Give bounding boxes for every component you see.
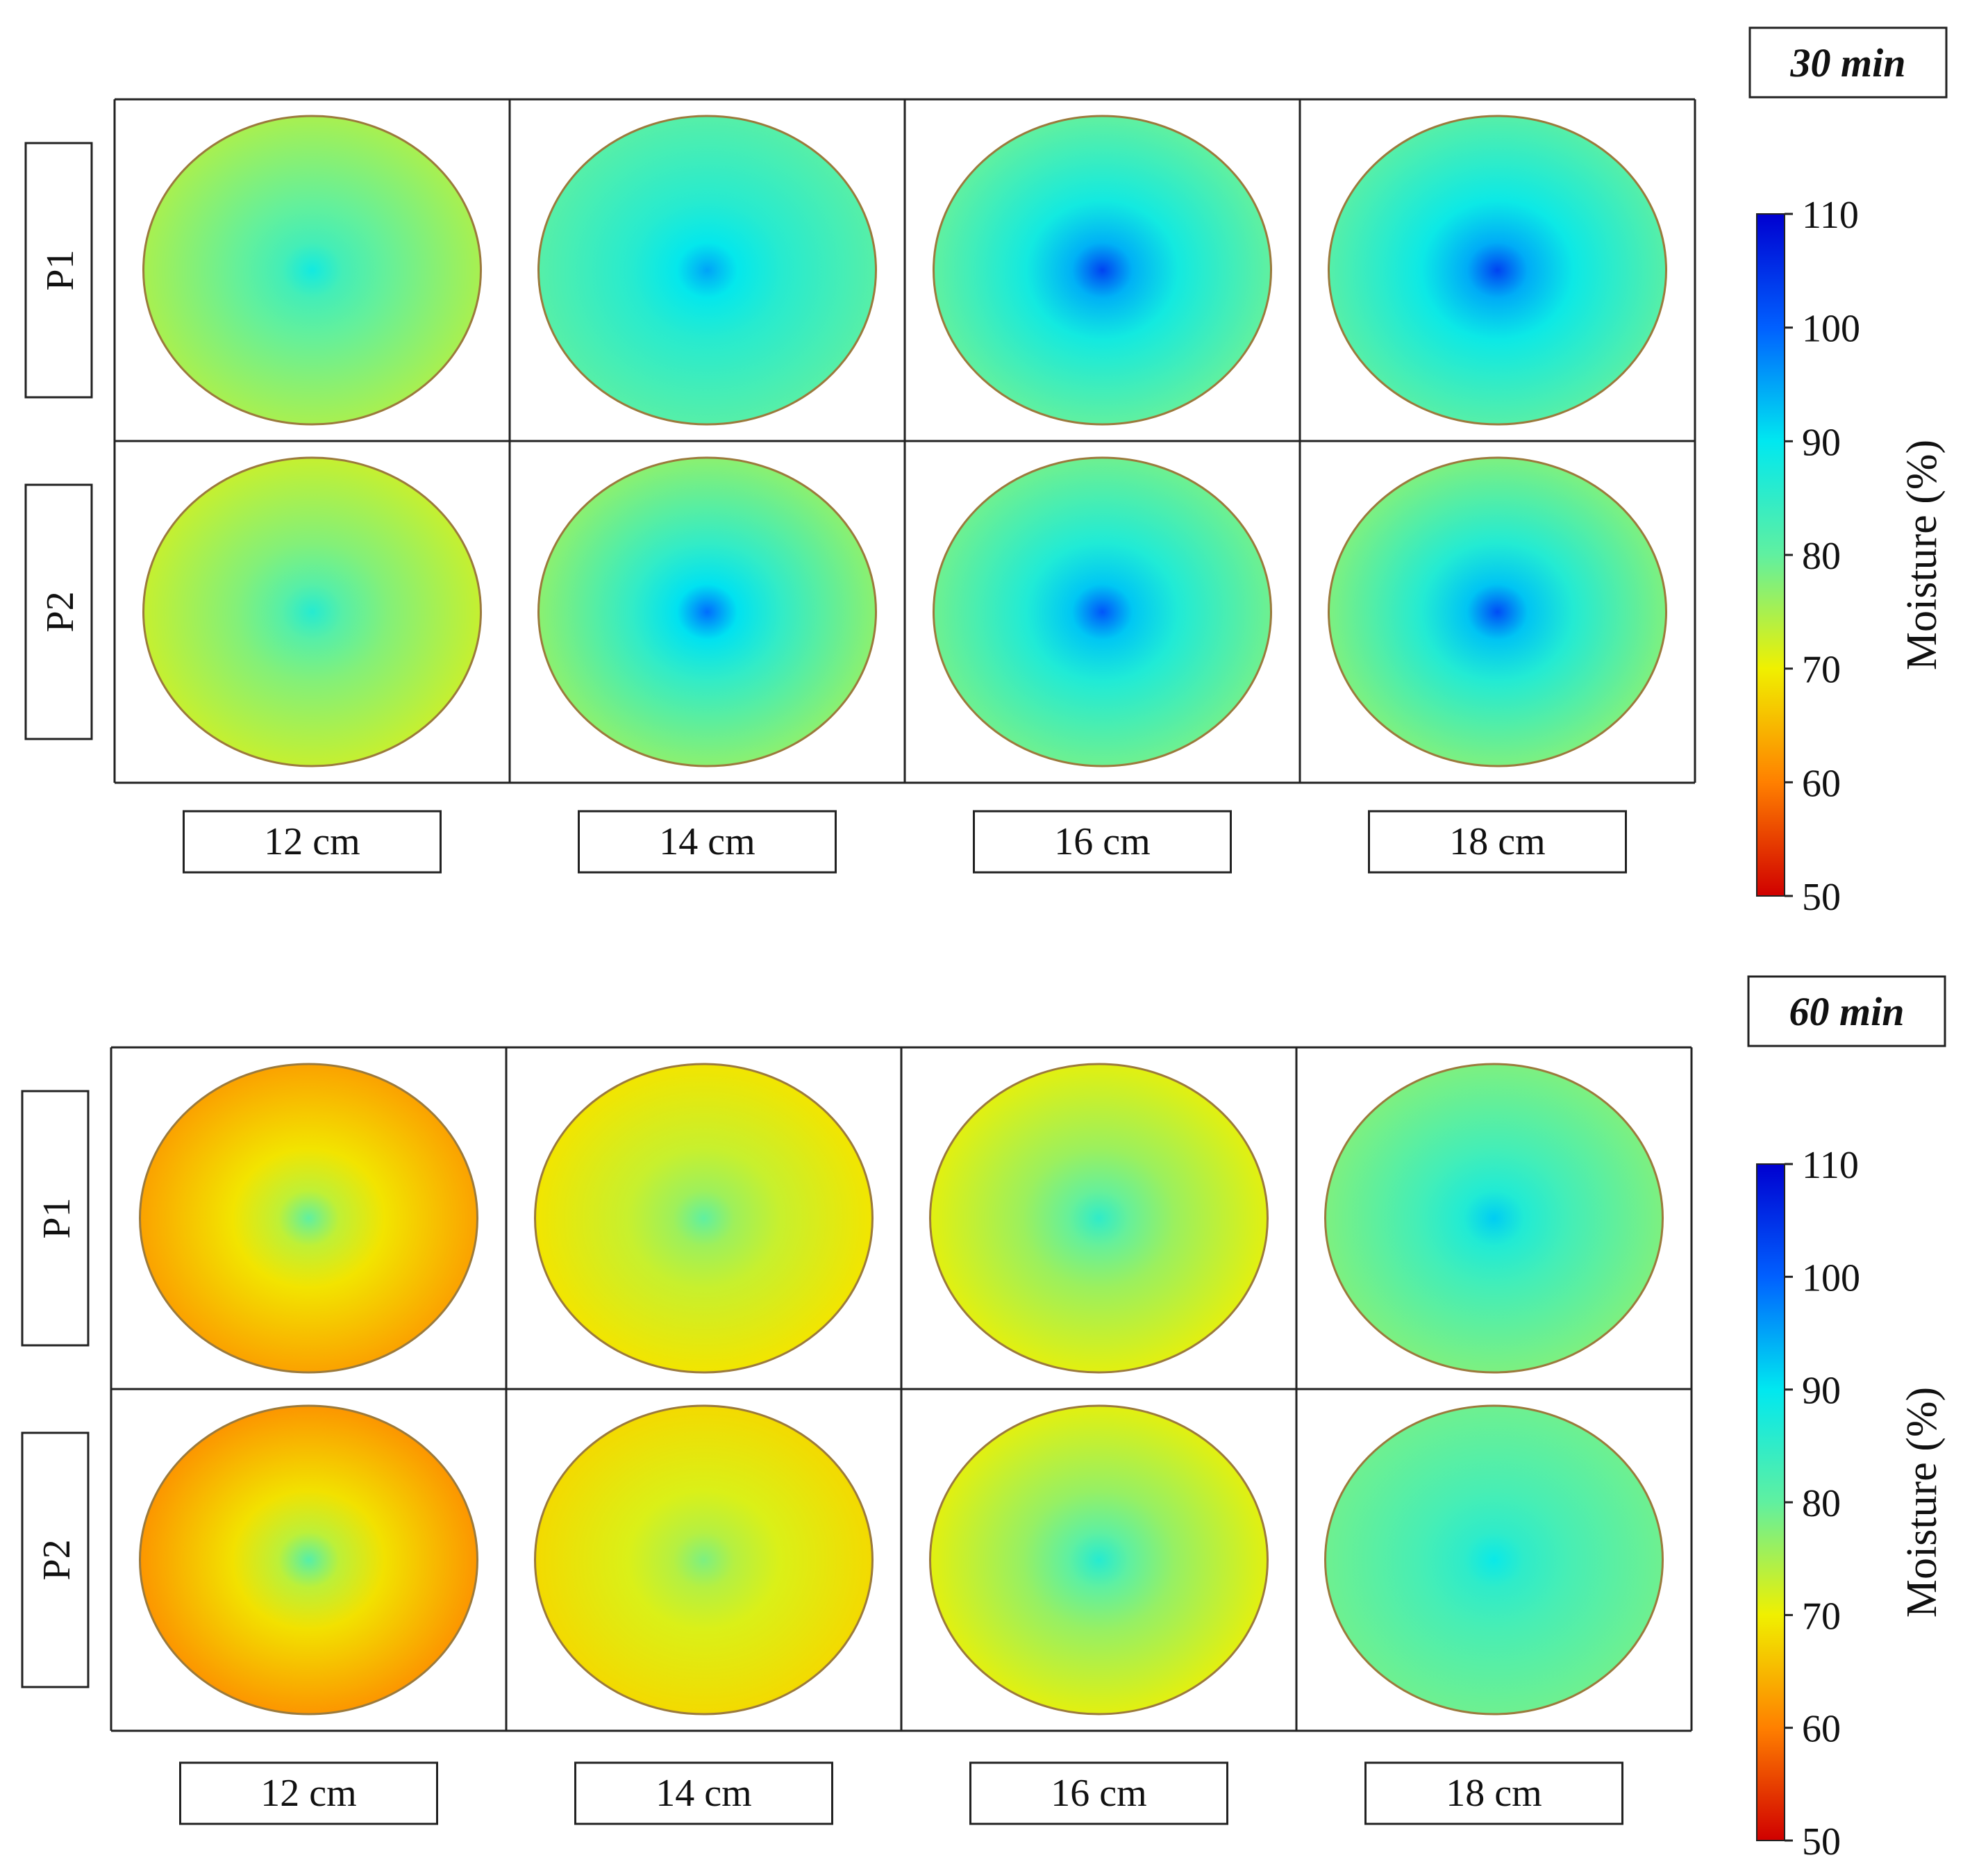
row-label: P1 [35,1197,78,1238]
column-label-box [969,1761,1228,1825]
colorbar-tick-label: 100 [1802,1256,1860,1299]
column-label: 16 cm [1051,1772,1146,1815]
moisture-disc [1325,1064,1663,1372]
moisture-disc [538,458,876,766]
moisture-disc [535,1064,873,1372]
moisture-disc [538,116,876,424]
colorbar-tick-label: 110 [1802,1144,1859,1187]
colorbar-label: Moisture (%) [1898,1387,1946,1618]
disc-outline [139,1063,478,1374]
colorbar-tick-label: 60 [1802,762,1841,805]
moisture-disc [535,1406,873,1714]
row-label: P2 [39,591,82,632]
column-label-box [1364,1761,1623,1825]
colorbar-tick-label: 110 [1802,194,1859,237]
disc-outline [929,1404,1269,1716]
column-label-box [179,1761,438,1825]
colorbar-tick-label: 100 [1802,308,1860,351]
disc-outline [1328,115,1667,426]
column-label-box [973,810,1232,874]
disc-outline [1328,456,1667,767]
time-label-box [1748,26,1948,99]
colorbar: 110 100 90 80 70 60 50 Moisture (%) [1756,194,1946,919]
disc-outline [139,1404,478,1716]
column-label: 12 cm [264,820,360,863]
moisture-disc [933,116,1271,424]
disc-outline [929,1063,1269,1374]
column-label: 14 cm [655,1772,751,1815]
moisture-disc [933,458,1271,766]
column-label: 16 cm [1054,820,1150,863]
row-label-box [21,1431,90,1688]
colorbar-tick-label: 70 [1802,1595,1841,1638]
panel-30-min: 30 min P1 P2 12 cm 14 cm 16 cm 18 cm 110 100 90 80… [24,26,1948,919]
disc-outline [933,115,1272,426]
column-label-box [578,810,837,874]
moisture-disc [143,458,481,766]
column-label: 18 cm [1449,820,1545,863]
column-label: 12 cm [260,1772,356,1815]
disc-outline [1324,1404,1664,1716]
time-label: 60 min [1789,989,1905,1034]
moisture-disc [1328,458,1667,766]
moisture-disc [930,1064,1268,1372]
colorbar-tick-label: 70 [1802,649,1841,692]
row-label-box [21,1090,90,1347]
column-label-box [1368,810,1627,874]
colorbar-label: Moisture (%) [1898,440,1946,670]
colorbar-gradient [1756,213,1785,897]
row-label-box [24,142,93,399]
disc-outline [534,1404,874,1716]
colorbar: 110 100 90 80 70 60 50 Moisture (%) [1756,1144,1946,1863]
moisture-disc [143,116,481,424]
colorbar-tick-label: 80 [1802,1482,1841,1525]
colorbar-tick-label: 50 [1802,876,1841,919]
row-label-box [24,483,93,740]
moisture-disc [930,1406,1268,1714]
panel-60-min: 60 min P1 P2 12 cm 14 cm 16 cm 18 cm 110 100 90 80… [21,975,1946,1863]
colorbar-tick-label: 90 [1802,421,1841,464]
row-label: P1 [39,249,82,290]
disc-outline [933,456,1272,767]
disc-outline [142,115,482,426]
disc-outline [142,456,482,767]
moisture-disc [1328,116,1667,424]
heatmap-panels: 30 min P1 P2 12 cm 14 cm 16 cm 18 cm 110 100 90 80… [21,26,1948,1863]
moisture-disc [140,1406,478,1714]
row-label: P2 [35,1539,78,1580]
time-label: 30 min [1790,40,1906,85]
disc-outline [1324,1063,1664,1374]
moisture-disc [1325,1406,1663,1714]
column-label: 14 cm [659,820,755,863]
colorbar-tick-label: 50 [1802,1820,1841,1863]
disc-outline [534,1063,874,1374]
column-label: 18 cm [1446,1772,1542,1815]
column-label-box [574,1761,833,1825]
colorbar-tick-label: 80 [1802,535,1841,578]
time-label-box [1747,975,1946,1047]
disc-outline [537,456,877,767]
disc-outline [537,115,877,426]
column-label-box [183,810,442,874]
colorbar-tick-label: 90 [1802,1370,1841,1413]
colorbar-tick-label: 60 [1802,1708,1841,1751]
colorbar-gradient [1756,1163,1785,1841]
moisture-disc [140,1064,478,1372]
